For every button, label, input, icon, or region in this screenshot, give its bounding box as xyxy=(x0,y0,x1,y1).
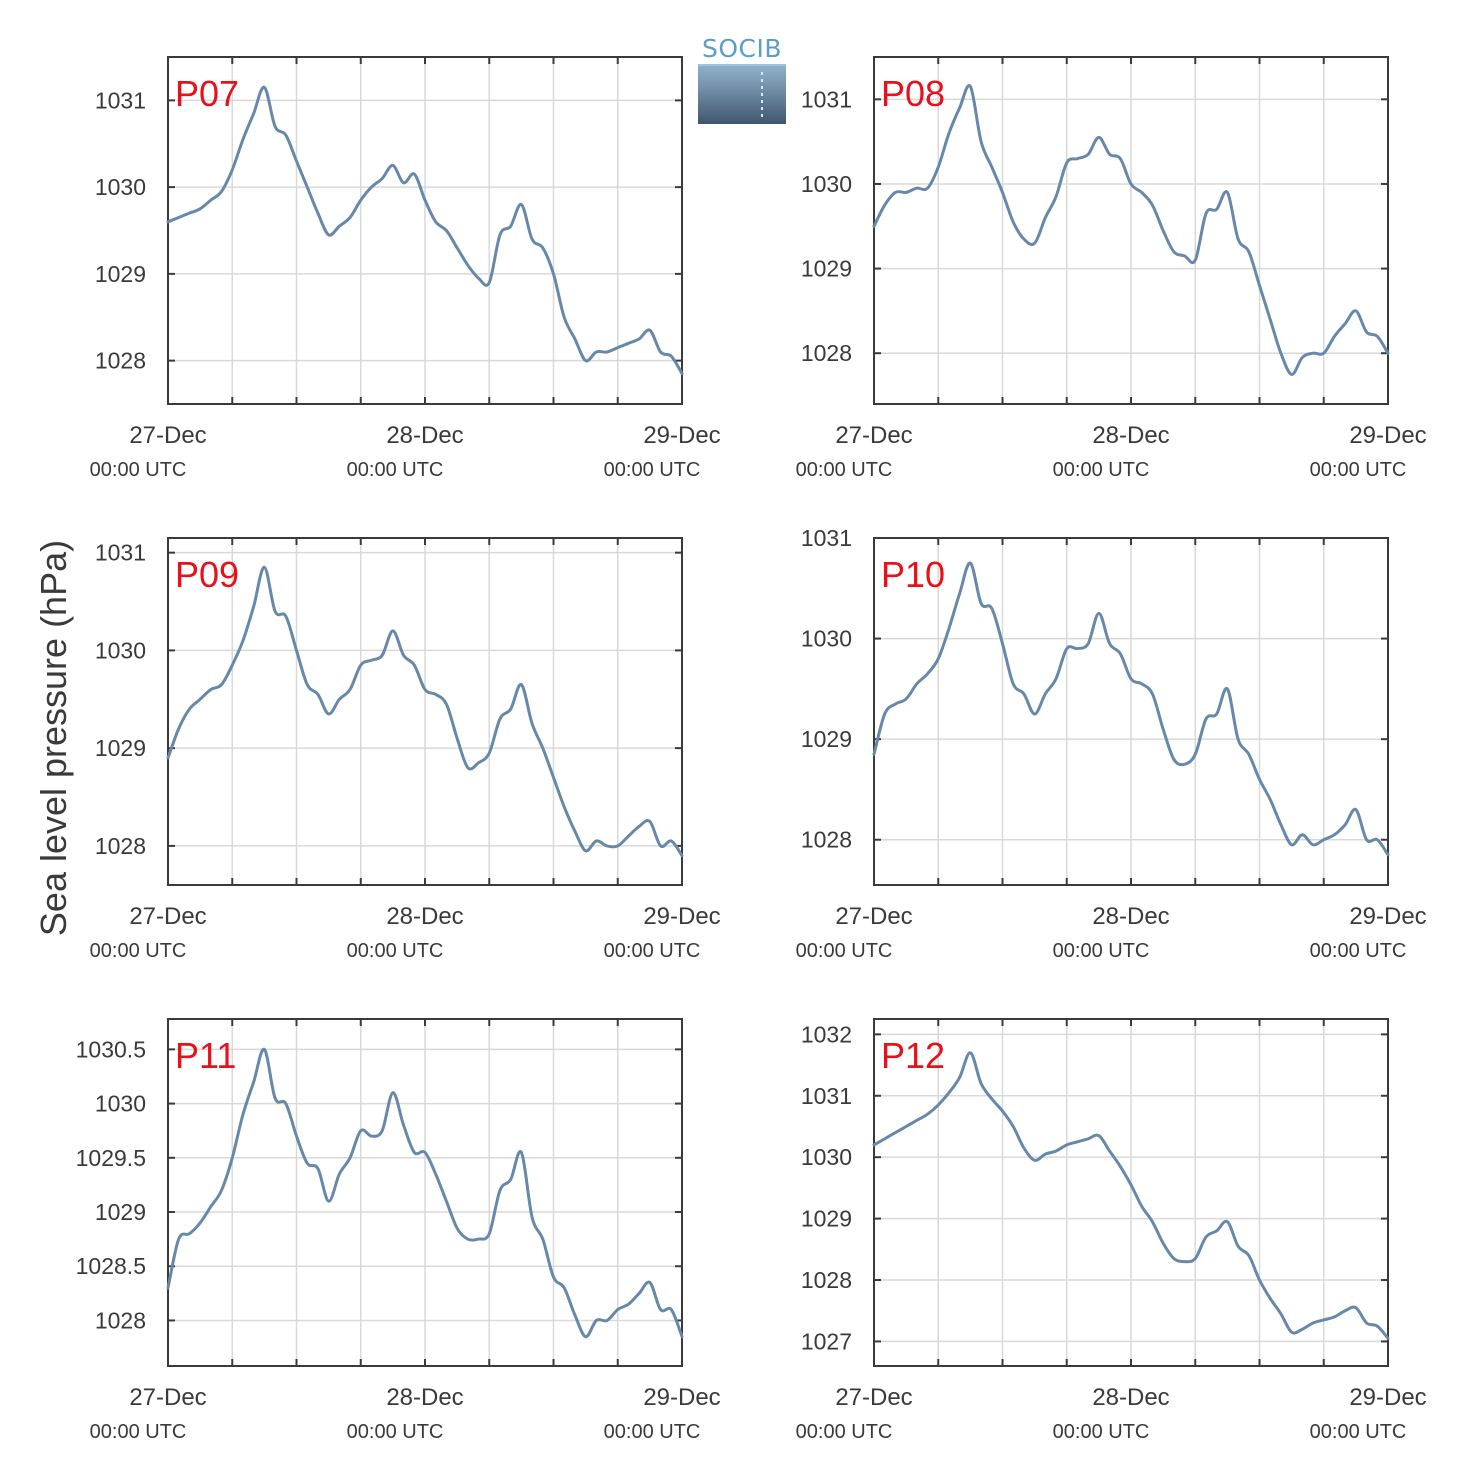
x-tick-label-time: 00:00 UTC xyxy=(604,940,701,962)
panel-label: P08 xyxy=(881,73,945,114)
x-tick-label-time: 00:00 UTC xyxy=(796,1421,893,1443)
x-tick-label-time: 00:00 UTC xyxy=(1053,459,1150,481)
x-tick-label-time: 00:00 UTC xyxy=(796,459,893,481)
y-tick-label: 1030.5 xyxy=(76,1036,146,1062)
x-tick-label-date: 28-Dec xyxy=(1092,1384,1169,1411)
x-tick-label-time: 00:00 UTC xyxy=(90,1421,187,1443)
x-tick-label-time: 00:00 UTC xyxy=(1310,459,1407,481)
y-tick-label: 1030 xyxy=(95,637,146,663)
chart-panel-p11: 1028 1028.5 1029 1029.5 1030 1030.5 27-Dec 00:0… xyxy=(76,1018,721,1443)
x-tick-label-date: 29-Dec xyxy=(643,422,720,449)
panel-label: P10 xyxy=(881,554,945,595)
x-tick-label-date: 28-Dec xyxy=(1092,422,1169,449)
y-tick-label: 1031 xyxy=(95,540,146,566)
y-tick-label: 1032 xyxy=(801,1021,852,1047)
x-tick-label-date: 28-Dec xyxy=(386,422,463,449)
y-axis-label: Sea level pressure (hPa) xyxy=(33,540,74,936)
y-tick-label: 1030 xyxy=(95,1091,146,1117)
panel-label: P12 xyxy=(881,1035,945,1076)
x-tick-label-time: 00:00 UTC xyxy=(90,459,187,481)
chart-panel-p12: 1027 1028 1029 1030 1031 1032 27-Dec 00:00 UTC 2… xyxy=(796,1018,1427,1443)
x-tick-label-time: 00:00 UTC xyxy=(604,1421,701,1443)
y-tick-label: 1029 xyxy=(95,1199,146,1225)
x-tick-label-time: 00:00 UTC xyxy=(1053,940,1150,962)
panel-label: P11 xyxy=(175,1035,236,1076)
y-tick-label: 1029 xyxy=(801,1206,852,1232)
panel-label: P09 xyxy=(175,554,239,595)
x-tick-label-date: 27-Dec xyxy=(835,422,912,449)
x-tick-label-time: 00:00 UTC xyxy=(347,940,444,962)
y-tick-label: 1029.5 xyxy=(76,1145,146,1171)
y-tick-label: 1030 xyxy=(801,171,852,197)
pressure-series-line xyxy=(166,85,684,376)
x-tick-label-date: 27-Dec xyxy=(835,1384,912,1411)
y-tick-label: 1030 xyxy=(95,174,146,200)
x-tick-label-time: 00:00 UTC xyxy=(90,940,187,962)
y-tick-label: 1031 xyxy=(801,1083,852,1109)
x-tick-label-date: 28-Dec xyxy=(386,903,463,930)
y-tick-label: 1029 xyxy=(801,726,852,752)
y-tick-label: 1029 xyxy=(95,261,146,287)
x-tick-label-date: 29-Dec xyxy=(1349,903,1426,930)
pressure-series-line xyxy=(872,1051,1390,1340)
panel-label: P07 xyxy=(175,73,239,114)
x-tick-label-date: 27-Dec xyxy=(129,903,206,930)
pressure-series-line xyxy=(166,1047,684,1339)
y-tick-label: 1028 xyxy=(95,348,146,374)
chart-panel-p08: 1028 1029 1030 1031 27-Dec 00:00 UTC 28-Dec 00:… xyxy=(796,56,1427,481)
y-tick-label: 1028 xyxy=(95,1307,146,1333)
x-tick-label-date: 28-Dec xyxy=(1092,903,1169,930)
pressure-series-line xyxy=(872,561,1390,857)
x-tick-label-date: 29-Dec xyxy=(643,903,720,930)
x-tick-label-time: 00:00 UTC xyxy=(1310,940,1407,962)
x-tick-label-time: 00:00 UTC xyxy=(1310,1421,1407,1443)
socib-logo-dots xyxy=(761,72,763,118)
y-tick-label: 1029 xyxy=(95,735,146,761)
y-tick-label: 1027 xyxy=(801,1328,852,1354)
x-tick-label-time: 00:00 UTC xyxy=(347,1421,444,1443)
x-tick-label-date: 27-Dec xyxy=(129,422,206,449)
pressure-series-line xyxy=(166,565,684,858)
x-tick-label-date: 28-Dec xyxy=(386,1384,463,1411)
y-tick-label: 1030 xyxy=(801,626,852,652)
socib-logo-text: SOCIB xyxy=(701,34,783,63)
y-tick-label: 1031 xyxy=(95,87,146,113)
x-tick-label-time: 00:00 UTC xyxy=(604,459,701,481)
x-tick-label-date: 29-Dec xyxy=(1349,422,1426,449)
y-tick-label: 1031 xyxy=(801,86,852,112)
x-tick-label-date: 29-Dec xyxy=(1349,1384,1426,1411)
y-tick-label: 1028 xyxy=(801,340,852,366)
chart-panel-p09: 1028 1029 1030 1031 27-Dec 00:00 UTC 28-Dec 00:… xyxy=(90,537,721,962)
x-tick-label-date: 27-Dec xyxy=(835,903,912,930)
chart-panel-p07: 1028 1029 1030 1031 27-Dec 00:00 UTC 28-Dec 00:… xyxy=(90,56,721,481)
pressure-series-line xyxy=(872,84,1390,376)
socib-logo: SOCIB xyxy=(697,36,787,124)
y-tick-label: 1030 xyxy=(801,1144,852,1170)
y-tick-label: 1028.5 xyxy=(76,1253,146,1279)
x-tick-label-date: 27-Dec xyxy=(129,1384,206,1411)
socib-logo-emblem xyxy=(698,64,786,124)
x-tick-label-time: 00:00 UTC xyxy=(1053,1421,1150,1443)
y-tick-label: 1028 xyxy=(801,827,852,853)
y-tick-label: 1029 xyxy=(801,256,852,282)
y-tick-label: 1031 xyxy=(801,525,852,551)
y-tick-label: 1028 xyxy=(801,1267,852,1293)
x-tick-label-time: 00:00 UTC xyxy=(796,940,893,962)
x-tick-label-time: 00:00 UTC xyxy=(347,459,444,481)
x-tick-label-date: 29-Dec xyxy=(643,1384,720,1411)
chart-panel-p10: 1028 1029 1030 1031 27-Dec 00:00 UTC 28-Dec 00:… xyxy=(796,525,1427,962)
y-tick-label: 1028 xyxy=(95,833,146,859)
